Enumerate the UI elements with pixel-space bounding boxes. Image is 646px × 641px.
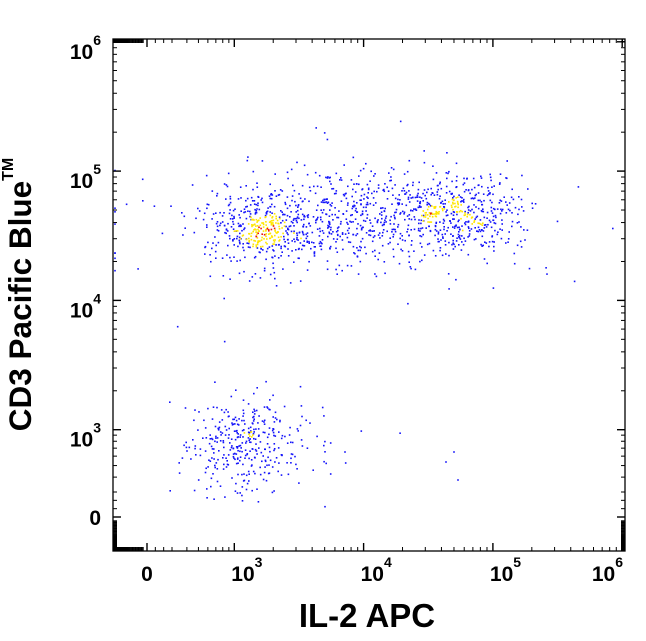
svg-text:104: 104 bbox=[361, 554, 392, 586]
svg-text:104: 104 bbox=[70, 290, 101, 322]
svg-text:0: 0 bbox=[89, 507, 101, 530]
svg-text:CD3 Pacific BlueTM: CD3 Pacific BlueTM bbox=[0, 158, 38, 431]
svg-text:106: 106 bbox=[70, 32, 101, 64]
svg-text:106: 106 bbox=[592, 554, 623, 586]
svg-text:105: 105 bbox=[490, 554, 521, 586]
svg-text:103: 103 bbox=[231, 554, 262, 586]
svg-text:0: 0 bbox=[141, 563, 153, 586]
svg-text:103: 103 bbox=[70, 420, 101, 452]
svg-text:105: 105 bbox=[70, 161, 101, 193]
